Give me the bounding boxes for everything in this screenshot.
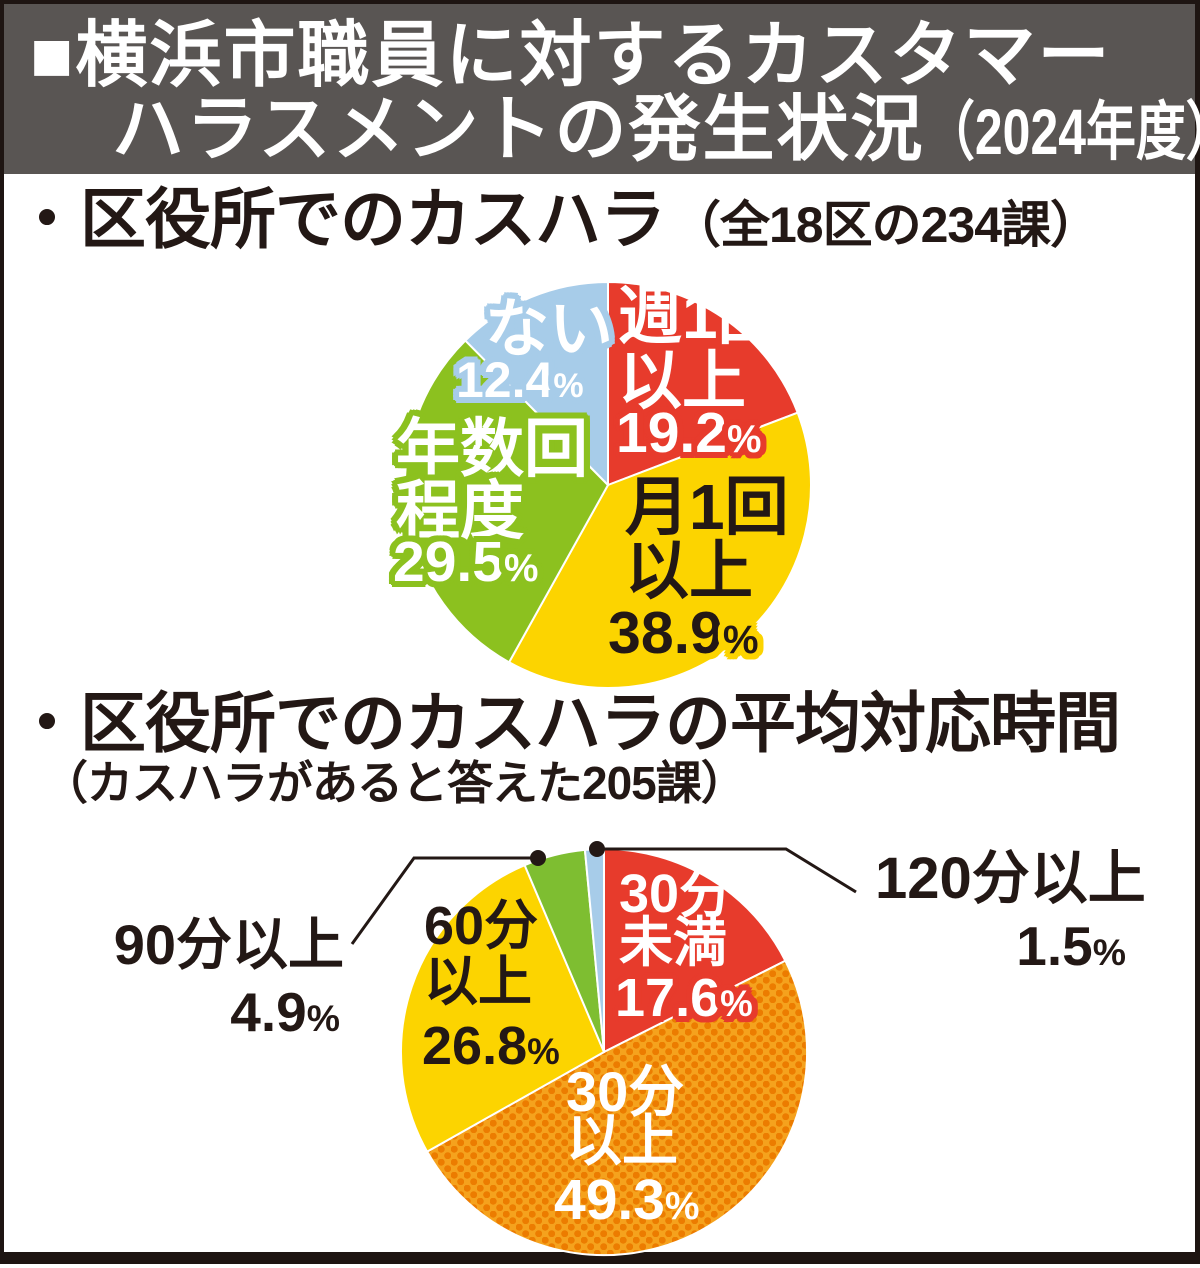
pie2-callout-pct-over120: 1.5%: [1016, 915, 1126, 977]
pie2-callout-label-over120: 120分以上: [875, 846, 1146, 911]
section1-heading: ・区役所でのカスハラ （全18区の234課）: [14, 182, 1100, 256]
pie1-slice-3: [464, 281, 609, 486]
pie1-pct-none: 12.4%: [456, 352, 584, 408]
pie1-pct-few-times-year: 29.5%: [393, 530, 539, 594]
pie2-slice-1: [426, 959, 809, 1257]
section1-bullet: ・: [14, 182, 80, 256]
section2-heading: ・区役所でのカスハラの平均対応時間: [14, 686, 1121, 760]
pie1-pct-weekly: 19.2%: [616, 401, 762, 465]
pie1-slice-1: [508, 411, 812, 689]
header-title-year: （2024年度）: [924, 96, 1200, 168]
header-banner: ■横浜市職員に対するカスタマー ハラスメントの発生状況（2024年度）: [4, 4, 1200, 174]
pie-chart-kasuhara-frequency: [404, 281, 812, 689]
pie2-pct-over60: 26.8%: [422, 1016, 560, 1076]
header-title-line1: ■横浜市職員に対するカスタマー: [30, 16, 1112, 96]
section2-title: 区役所でのカスハラの平均対応時間: [80, 686, 1121, 760]
pie1-slice-0: [607, 281, 799, 486]
pie2-label-over60: 60分 以上: [424, 896, 539, 1012]
pie2-callout-label-over90: 90分以上: [113, 913, 344, 976]
pie2-callout-pct-over90: 4.9%: [230, 981, 340, 1043]
header-title-line2: ハラスメントの発生状況（2024年度）: [112, 94, 1200, 166]
pie2-pct-over30: 49.3%: [554, 1168, 700, 1232]
section1-title: 区役所でのカスハラ: [80, 182, 666, 256]
pie1-label-monthly: 月1回 以上: [625, 471, 789, 607]
pie1-label-weekly: 週1回 以上: [618, 280, 782, 417]
pie2-label-under30: 30分 未満: [619, 864, 734, 973]
pie2-pct-under30: 17.6%: [615, 968, 753, 1028]
pie2-label-over30: 30分 以上: [566, 1060, 685, 1172]
section2-annotation: （カスハラがあると答えた205課）: [42, 757, 747, 809]
pie1-label-few-times-year: 年数回 程度: [396, 413, 588, 547]
pie1-pct-monthly: 38.9%: [608, 600, 759, 666]
section2-bullet: ・: [14, 686, 80, 760]
pie1-slice-2: [404, 339, 609, 664]
section1-annotation: （全18区の234課）: [671, 197, 1100, 253]
header-title-line2-text: ハラスメントの発生状況: [112, 90, 925, 170]
pie1-label-none: ない: [485, 293, 613, 365]
